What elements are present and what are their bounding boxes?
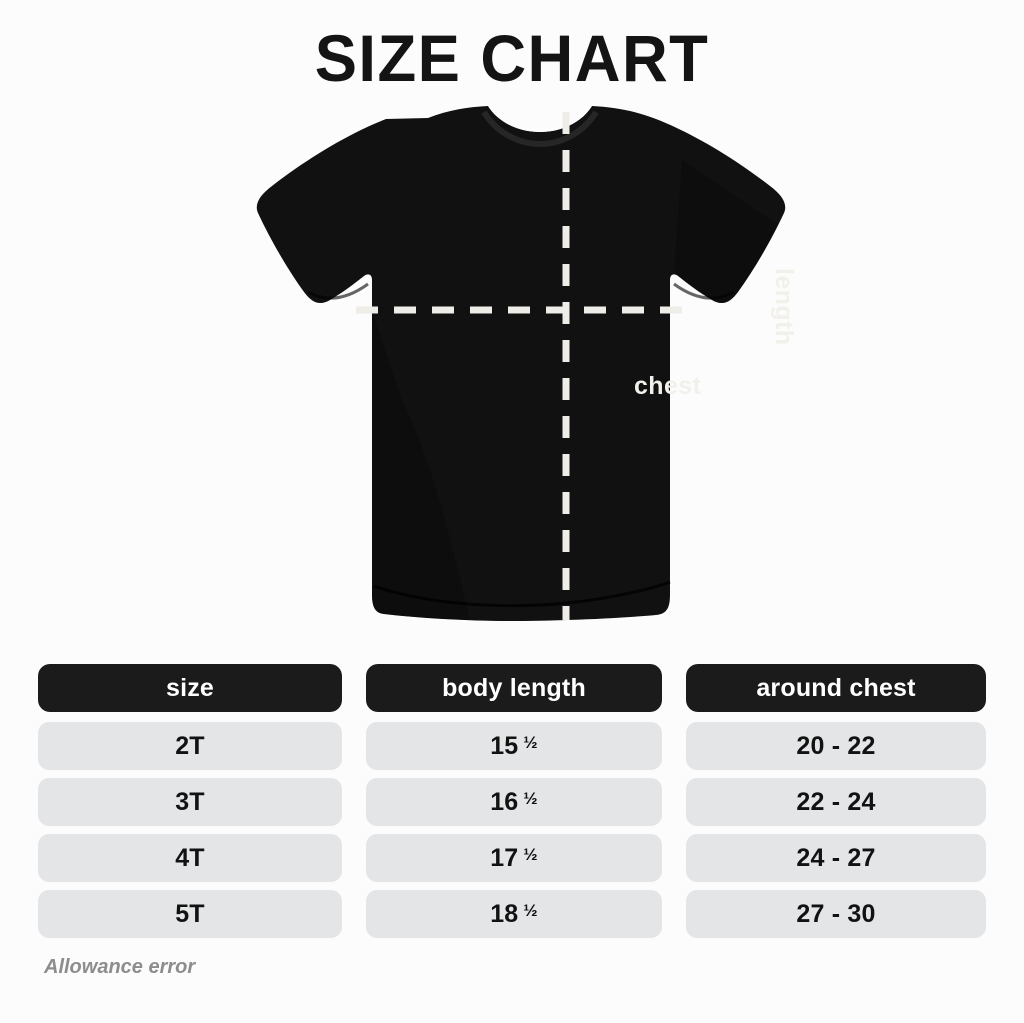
cell-body-length-fraction: ½ <box>523 901 538 920</box>
tshirt-hem <box>373 580 671 608</box>
tshirt-shading-sleeve-right <box>674 160 778 304</box>
cell-size: 3T <box>38 778 342 826</box>
cell-size: 2T <box>38 722 342 770</box>
tshirt-illustration <box>256 100 786 621</box>
cell-around-chest: 27 - 30 <box>686 890 986 938</box>
cell-around-chest: 20 - 22 <box>686 722 986 770</box>
cell-body-length: 15 ½ <box>366 722 662 770</box>
cell-around-chest: 24 - 27 <box>686 834 986 882</box>
allowance-error-note: Allowance error <box>44 956 196 978</box>
length-label: length <box>770 268 798 346</box>
cell-body-length: 16 ½ <box>366 778 662 826</box>
cell-body-length-fraction: ½ <box>523 789 538 808</box>
column-header-around-chest: around chest <box>686 664 986 712</box>
cell-size: 4T <box>38 834 342 882</box>
tshirt-collar-rib <box>481 110 599 148</box>
chest-label: chest <box>634 372 702 400</box>
cell-body-length: 17 ½ <box>366 834 662 882</box>
cell-size: 5T <box>38 890 342 938</box>
cell-body-length-value: 16 <box>490 787 519 816</box>
cell-body-length-fraction: ½ <box>523 845 538 864</box>
tshirt-sleeve-hem-right <box>673 282 735 300</box>
page-title: SIZE CHART <box>314 21 710 95</box>
tshirt-diagram: chest length <box>222 100 822 640</box>
table-row: 2T 15 ½ 20 - 22 <box>38 722 986 770</box>
cell-body-length-value: 15 <box>490 731 519 760</box>
tshirt-shading-left <box>372 310 470 620</box>
column-header-body-length: body length <box>366 664 662 712</box>
cell-body-length-value: 18 <box>490 899 519 928</box>
table-row: 3T 16 ½ 22 - 24 <box>38 778 986 826</box>
table-row: 5T 18 ½ 27 - 30 <box>38 890 986 938</box>
cell-body-length-fraction: ½ <box>523 733 538 752</box>
tshirt-sleeve-hem-left <box>307 282 369 300</box>
size-table: size body length around chest 2T 15 ½ 20 … <box>38 664 986 946</box>
cell-body-length: 18 ½ <box>366 890 662 938</box>
table-row: 4T 17 ½ 24 - 27 <box>38 834 986 882</box>
cell-body-length-value: 17 <box>490 843 519 872</box>
cell-around-chest: 22 - 24 <box>686 778 986 826</box>
column-header-size: size <box>38 664 342 712</box>
table-header-row: size body length around chest <box>38 664 986 712</box>
